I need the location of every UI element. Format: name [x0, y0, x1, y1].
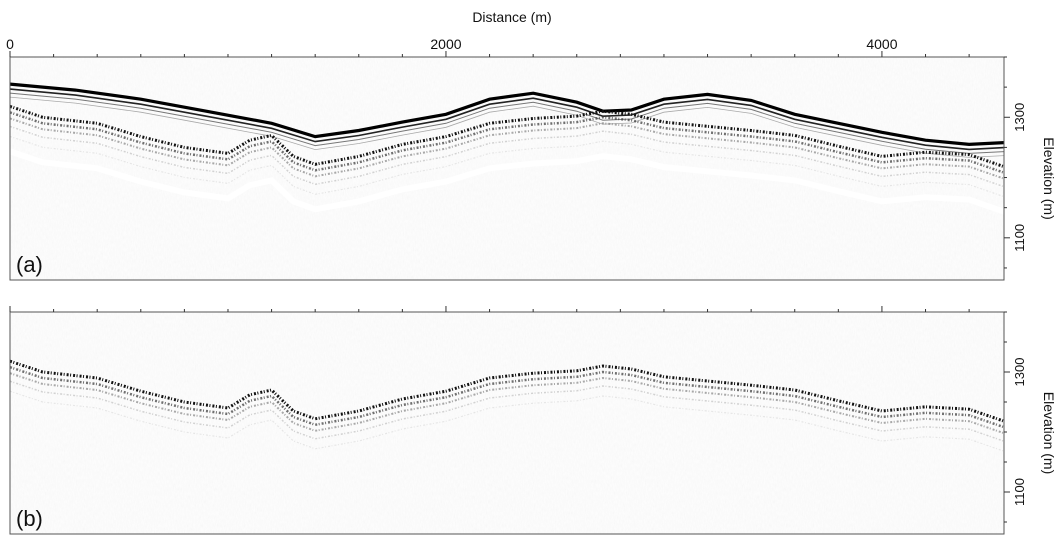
panel-a: 1300 1100 Elevation (m) (a)	[9, 51, 1054, 281]
surface-echo-line-2	[10, 92, 1004, 154]
surface-echo-line-0	[10, 82, 1004, 147]
plot-frame	[9, 311, 1005, 535]
bed-scatter-line-2	[10, 372, 1004, 435]
bed-scatter-line-3	[10, 125, 1004, 188]
plot-area	[10, 312, 1004, 534]
bed-scatter-line-0	[10, 104, 1004, 169]
plot-area	[10, 57, 1004, 280]
bed-scatter-line-0	[10, 359, 1004, 423]
x-tick-label: 0	[6, 36, 14, 52]
y-axis-label: Elevation (m)	[1041, 392, 1054, 474]
bed-scatter-line-1	[10, 366, 1004, 429]
surface-echo-line-1	[10, 88, 1004, 151]
bed-scatter-line-2	[10, 117, 1004, 180]
panel-b: 1300 1100 Elevation (m) (b)	[9, 306, 1054, 535]
bed-scatter-line-4	[10, 390, 1004, 452]
figure-axes: 0 2000 4000	[6, 36, 898, 52]
x-tick-label: 2000	[430, 36, 461, 52]
bed-scatter-line-3	[10, 380, 1004, 442]
y-tick-label: 1300	[1012, 103, 1027, 132]
y-tick-label: 1100	[1012, 478, 1027, 506]
bed-reflector	[10, 104, 1004, 198]
y-tick-label: 1100	[1012, 224, 1027, 252]
panel-label: (a)	[16, 252, 43, 277]
plot-frame	[9, 56, 1005, 281]
bed-reflector	[10, 359, 1004, 452]
x-tick-label: 4000	[866, 36, 897, 52]
noise-texture	[10, 312, 1004, 534]
y-axis-label: Elevation (m)	[1041, 137, 1054, 219]
panel-label: (b)	[16, 506, 43, 531]
multiple-band	[10, 148, 1004, 215]
bed-scatter-line-4	[10, 135, 1004, 198]
x-axis-label: Distance (m)	[472, 9, 551, 25]
y-tick-label: 1300	[1012, 358, 1027, 387]
bed-scatter-line-1	[10, 111, 1004, 174]
